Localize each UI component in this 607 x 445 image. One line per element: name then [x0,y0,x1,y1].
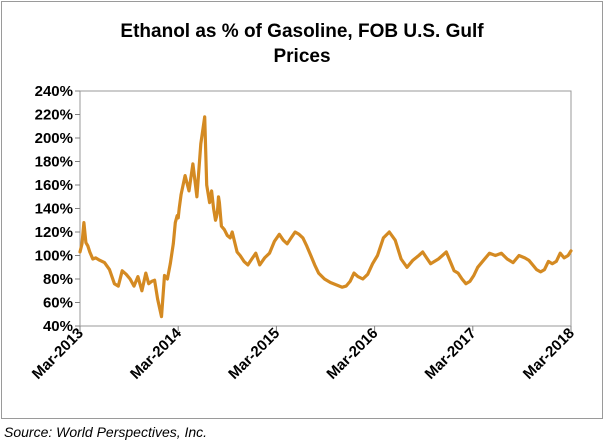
series-line-0 [78,115,573,319]
y-tick-label: 240% [35,83,73,100]
y-tick-label: 60% [43,295,73,312]
y-tick-label: 160% [35,177,73,194]
x-tick-label: Mar-2014 [127,324,185,382]
chart-title-line-2: Prices [273,46,330,67]
x-tick-label: Mar-2015 [225,325,283,383]
x-tick-label: Mar-2016 [323,325,381,383]
y-axis: 40% 60% 80% 100% 120% 140% 160% 180% 200% 220% 240… [35,83,80,335]
x-tick-label: Mar-2017 [422,325,480,383]
y-tick-label: 80% [43,271,73,288]
x-tick-label: Mar-2018 [520,325,578,383]
y-tick-label: 220% [35,107,73,124]
series-layer [78,115,573,319]
y-tick-label: 180% [35,154,73,171]
y-tick-label: 40% [43,318,73,335]
source-note: Source: World Perspectives, Inc. [4,424,208,440]
y-tick-label: 100% [35,248,73,265]
plot-area [79,90,572,327]
y-tick-label: 140% [35,201,73,218]
y-tick-label: 120% [35,224,73,241]
y-tick-label: 200% [35,130,73,147]
chart-title-line-1: Ethanol as % of Gasoline, FOB U.S. Gulf [120,21,484,42]
x-axis: Mar-2013 Mar-2014 Mar-2015 Mar-2016 Mar-2017… [29,324,578,382]
line-chart: Ethanol as % of Gasoline, FOB U.S. Gulf … [29,21,578,383]
